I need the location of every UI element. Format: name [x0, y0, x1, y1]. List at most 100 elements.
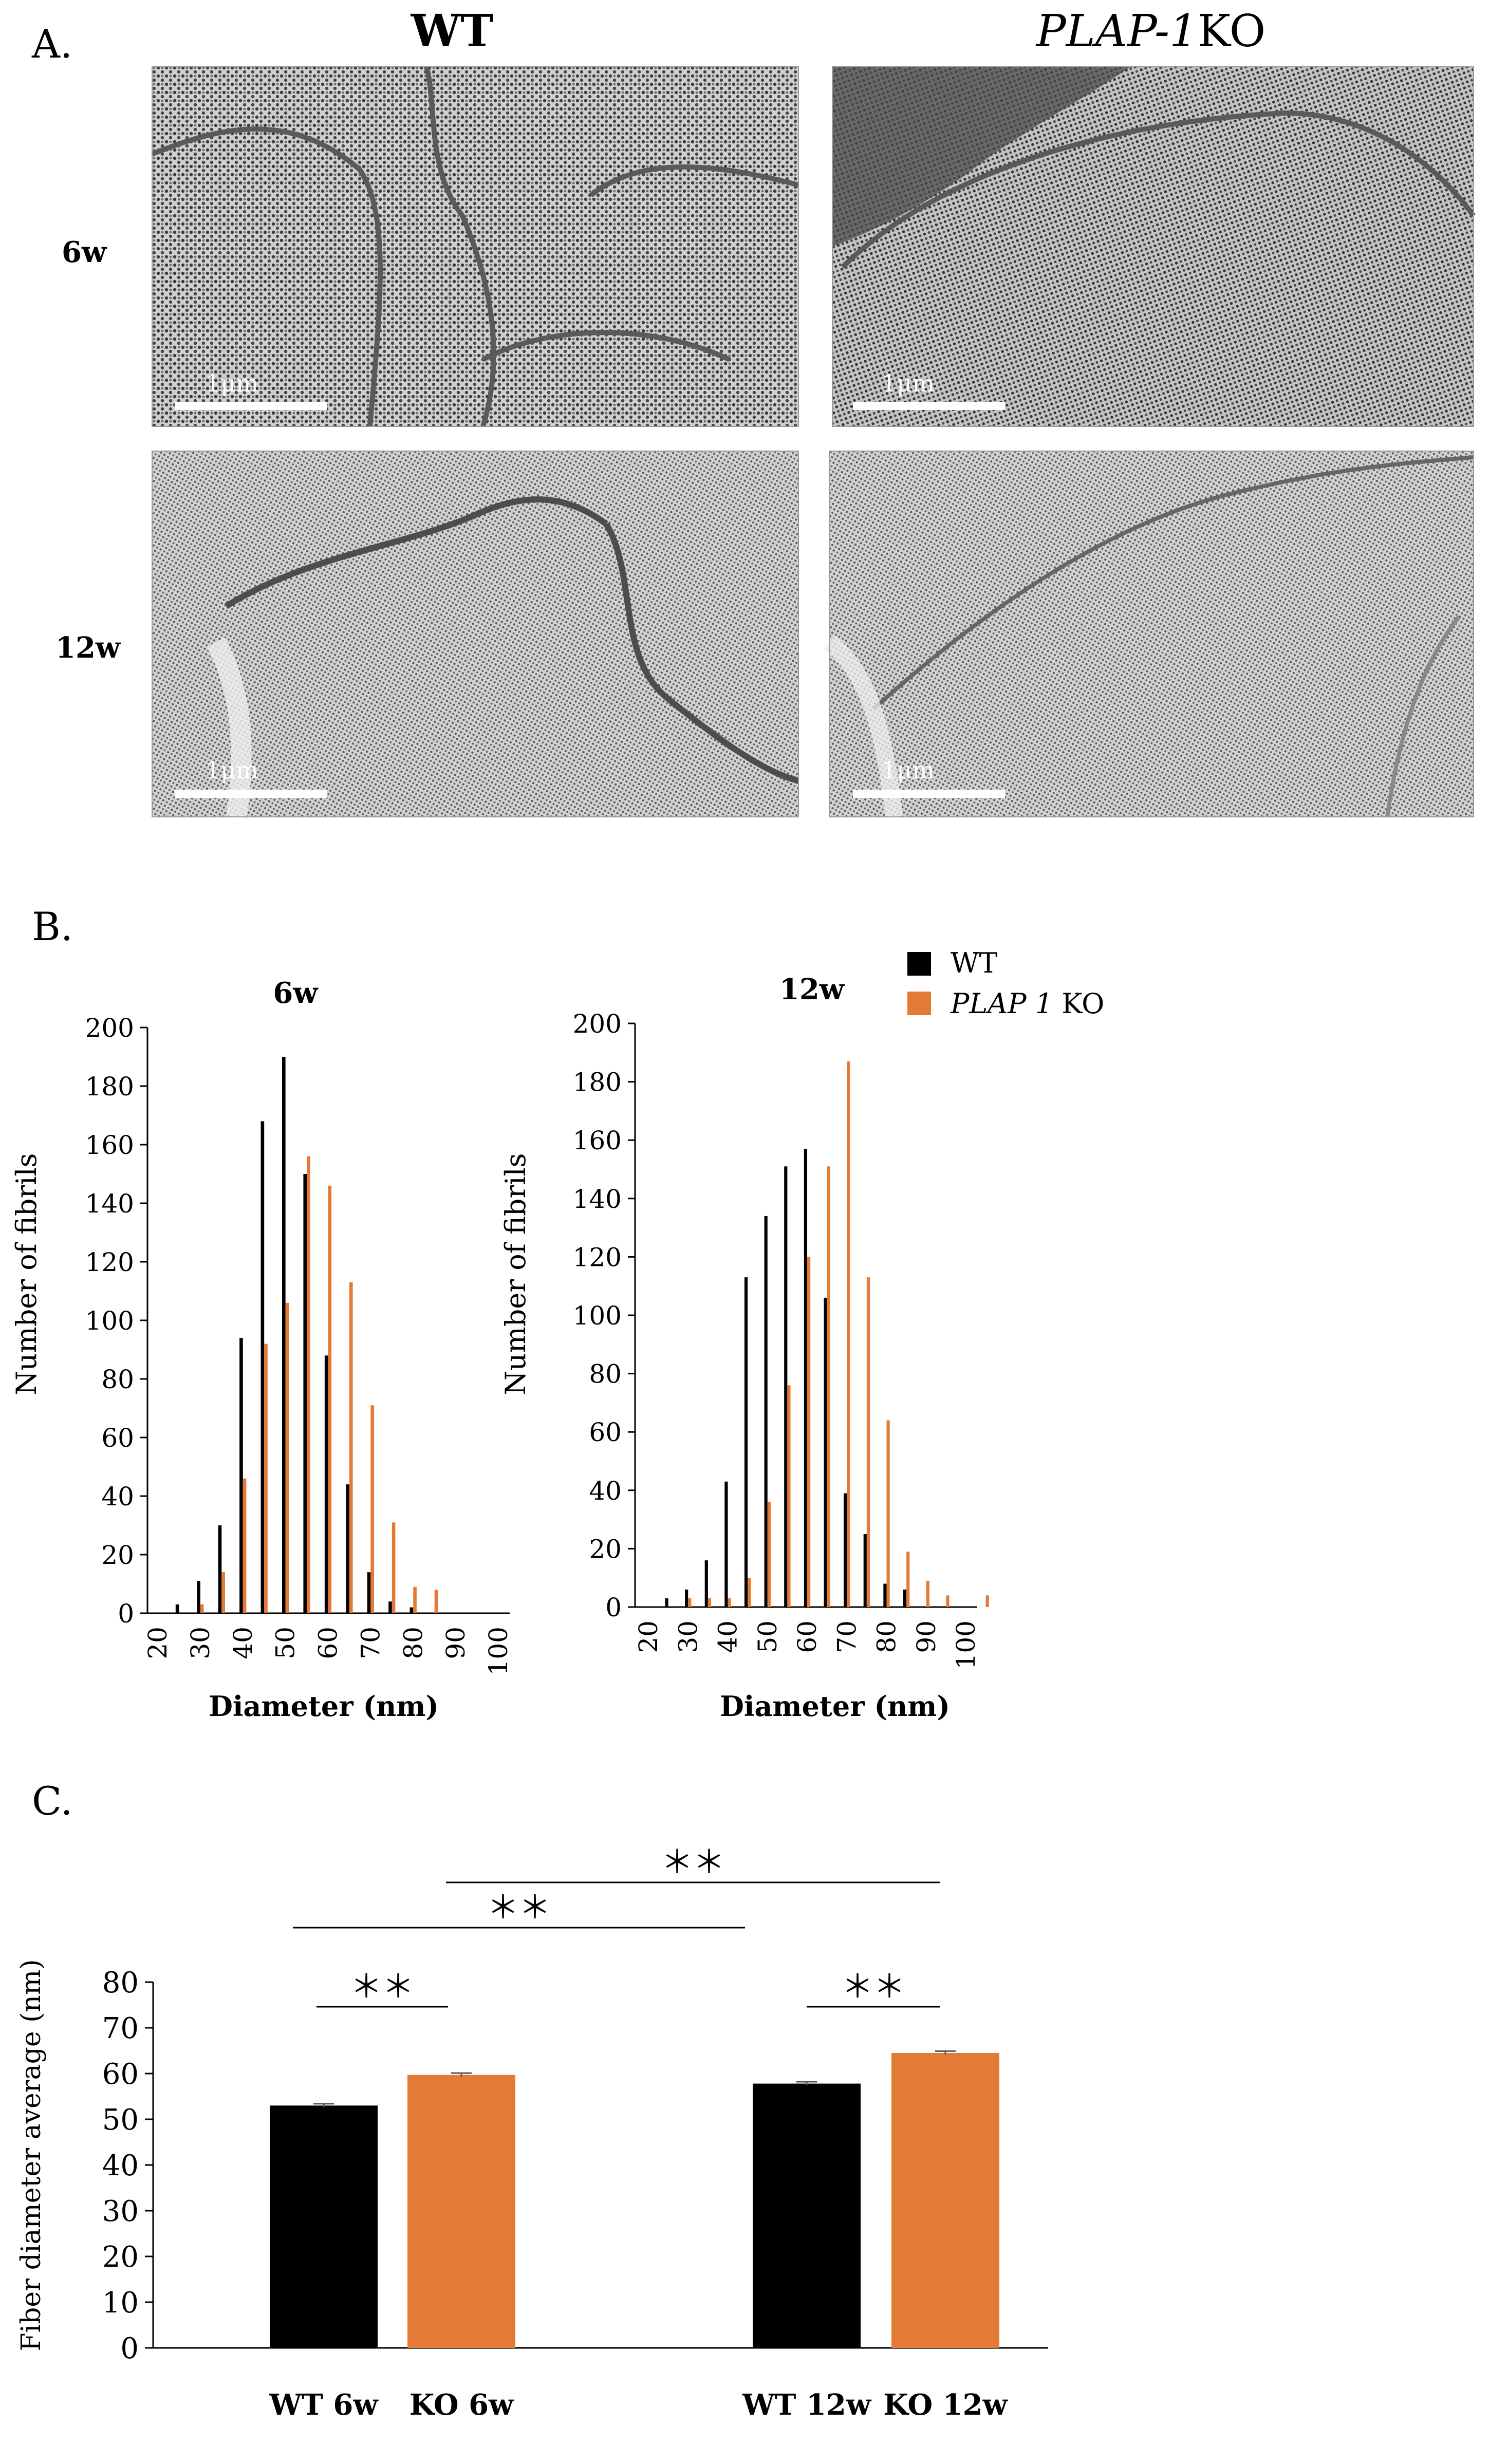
row-label-12w: 12w: [55, 631, 121, 665]
histogram-6w-bar-ko: [285, 1302, 289, 1613]
histogram-6w-bar-ko: [434, 1590, 438, 1613]
fiber-average-category-label: KO 6w: [409, 2388, 514, 2422]
histogram-12w-x-tick-label: 40: [713, 1620, 743, 1653]
column-header-ko: PLAP-1KO: [1035, 6, 1265, 57]
histogram-12w-bar-ko: [946, 1595, 950, 1607]
legend-label-ko: PLAP 1 KO: [950, 987, 1104, 1020]
fiber-average-category-label: KO 12w: [883, 2388, 1008, 2422]
histogram-6w-x-tick-label: 30: [185, 1627, 215, 1659]
legend-ko-suffix: KO: [1062, 987, 1104, 1020]
scale-bar-label: 1μm: [206, 756, 258, 784]
row-label-6w: 6w: [62, 235, 107, 269]
histogram-6w-bar-ko: [328, 1185, 332, 1613]
histogram-6w-bar-ko: [370, 1405, 375, 1613]
micrograph-ko-6w: 1μm: [832, 66, 1476, 427]
fiber-average-bar: [407, 2075, 515, 2348]
histogram-6w-x-tick-label: 40: [228, 1627, 258, 1659]
histogram-6w-bar-wt: [175, 1604, 179, 1613]
fiber-average-y-tick-label: 50: [102, 2103, 139, 2137]
fiber-average-category-label: WT 12w: [742, 2388, 872, 2422]
fiber-average-bar: [891, 2052, 999, 2348]
histogram-6w-bar-wt: [303, 1174, 307, 1613]
histogram-12w-bar-ko: [807, 1257, 811, 1607]
histogram-12w-bar-ko: [748, 1578, 751, 1607]
histogram-6w-bar-wt: [409, 1607, 414, 1613]
histogram-6w-ylabel: Number of fibrils: [10, 1153, 43, 1395]
histogram-12w-bar-ko: [767, 1502, 771, 1607]
histogram-12w-y-tick-label: 40: [589, 1476, 622, 1506]
histogram-12w-x-tick-label: 100: [951, 1620, 981, 1669]
histogram-12w-bar-wt: [883, 1583, 887, 1607]
histogram-12w-x-tick-label: 20: [634, 1620, 663, 1653]
ko-gene-italic: PLAP-1: [1035, 6, 1198, 57]
histogram-12w-bar-wt: [744, 1277, 748, 1607]
histogram-12w-bar-ko: [708, 1598, 712, 1607]
histogram-6w-bar-wt: [260, 1121, 265, 1613]
histogram-6w-bar-wt: [218, 1525, 222, 1613]
histogram-6w-y-tick-label: 160: [85, 1130, 134, 1160]
fiber-average-bar: [270, 2105, 378, 2348]
scale-bar-label: 1μm: [882, 756, 935, 784]
histogram-12w-bar-ko: [827, 1166, 830, 1607]
histogram-6w-x-tick-label: 80: [398, 1627, 428, 1659]
micrograph-ko-12w: 1μm: [824, 451, 1474, 818]
panel-a-label: A.: [31, 21, 72, 67]
histogram-12w-y-tick-label: 20: [589, 1534, 622, 1564]
histogram-6w-x-tick-label: 50: [271, 1627, 301, 1659]
histogram-6w-bar-ko: [243, 1478, 247, 1613]
histogram-6w-bar-ko: [413, 1586, 417, 1613]
histogram-12w-y-tick-label: 120: [573, 1242, 622, 1272]
histogram-12w-y-tick-label: 160: [573, 1126, 622, 1155]
scale-bar-label: 1μm: [882, 369, 935, 397]
histogram-6w-x-tick-label: 60: [313, 1627, 343, 1659]
histogram-12w: 12w Number of fibrils Diameter (nm) 0 20 4…: [499, 973, 989, 1723]
histogram-12w-y-tick-label: 100: [573, 1301, 622, 1331]
histogram-12w-x-tick-label: 60: [792, 1620, 822, 1653]
legend-swatch-ko: [907, 992, 931, 1015]
histogram-12w-x-tick-label: 30: [673, 1620, 703, 1653]
fiber-average-y-tick-label: 30: [102, 2195, 139, 2228]
histogram-12w-bar-wt: [824, 1297, 827, 1607]
histogram-6w-bar-wt: [367, 1572, 371, 1613]
histogram-12w-y-tick-label: 60: [589, 1417, 622, 1447]
legend-label-wt: WT: [951, 947, 998, 979]
histogram-12w-bar-ko: [985, 1595, 989, 1607]
histogram-6w-bar-wt: [324, 1355, 328, 1613]
histogram-6w-y-tick-label: 20: [101, 1540, 134, 1570]
histogram-12w-bar-ko: [688, 1598, 692, 1607]
histogram-6w: 6w Number of fibrils Diameter (nm) 0 20 40…: [10, 976, 513, 1723]
histogram-12w-y-tick-label: 80: [589, 1359, 622, 1389]
histogram-12w-bar-wt: [665, 1598, 668, 1607]
fiber-average-chart: Fiber diameter average (nm) 0 10 20 30 40 50 6…: [16, 1843, 1048, 2422]
legend: WT PLAP 1 KO: [907, 947, 1104, 1020]
histogram-6w-x-tick-label: 100: [483, 1627, 513, 1675]
significance-mark: ＊＊: [350, 1968, 414, 2005]
significance-mark: ＊＊: [661, 1843, 725, 1881]
histogram-6w-bar-ko: [392, 1522, 396, 1613]
fiber-average-y-tick-label: 20: [102, 2241, 139, 2274]
histogram-6w-bar-wt: [197, 1581, 200, 1613]
histogram-6w-y-tick-label: 100: [85, 1306, 134, 1336]
histogram-12w-ylabel: Number of fibrils: [499, 1153, 532, 1395]
histogram-12w-y-tick-label: 0: [605, 1593, 622, 1622]
histogram-12w-x-tick-label: 90: [911, 1620, 941, 1653]
histogram-12w-bar-ko: [728, 1598, 731, 1607]
histogram-6w-bar-ko: [307, 1156, 310, 1613]
histogram-12w-title: 12w: [779, 973, 845, 1006]
histogram-12w-y-tick-label: 140: [573, 1184, 622, 1214]
histogram-12w-bar-ko: [847, 1061, 850, 1607]
histogram-12w-bar-wt: [784, 1166, 788, 1607]
histogram-6w-title: 6w: [273, 976, 319, 1010]
legend-swatch-wt: [907, 952, 931, 976]
histogram-6w-bar-wt: [282, 1057, 286, 1613]
histogram-12w-bar-wt: [903, 1589, 907, 1607]
histogram-6w-xlabel: Diameter (nm): [209, 1690, 439, 1723]
histogram-6w-x-tick-label: 90: [441, 1627, 471, 1659]
histogram-6w-y-tick-label: 140: [85, 1189, 134, 1219]
histogram-12w-x-tick-label: 50: [753, 1620, 783, 1653]
histogram-6w-bar-ko: [349, 1282, 353, 1613]
column-header-wt: WT: [411, 5, 494, 57]
histogram-6w-y-tick-label: 120: [85, 1247, 134, 1277]
legend-ko-italic: PLAP 1: [950, 987, 1053, 1020]
histogram-12w-bar-ko: [906, 1552, 910, 1607]
